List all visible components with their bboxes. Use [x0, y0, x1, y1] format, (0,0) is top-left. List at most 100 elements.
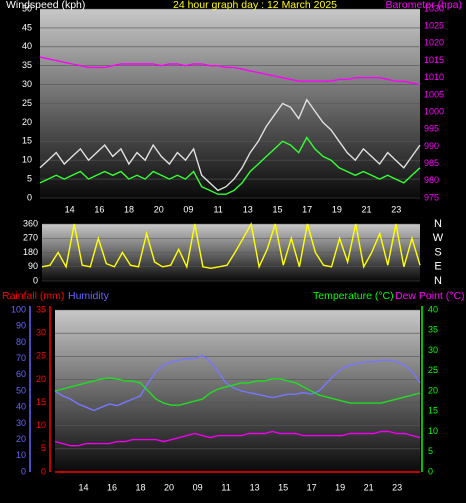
y-tick-label: 45	[22, 22, 32, 32]
y-tick-label: 0	[41, 466, 46, 476]
x-tick-label: 23	[392, 482, 402, 492]
series-line	[39, 98, 421, 192]
x-tick-label: 16	[107, 482, 117, 492]
y-tick-label: 50	[16, 385, 26, 395]
y-tick-label: 0	[27, 192, 32, 202]
x-tick-label: 11	[221, 482, 230, 492]
legend-label: Temperature (°C)	[313, 290, 394, 302]
series-line	[39, 56, 421, 86]
y-tick-label: 20	[428, 385, 438, 395]
legend-label: Humidity	[68, 290, 110, 302]
y-tick-label: 5	[27, 173, 32, 183]
x-tick-label: 13	[243, 204, 253, 214]
y-tick-label: 30	[428, 345, 438, 355]
y-tick-label: 1030	[424, 3, 444, 13]
y-tick-label: 90	[28, 261, 38, 271]
y-tick-label: 70	[16, 353, 26, 363]
y-tick-label: 40	[428, 304, 438, 314]
y-tick-label: 10	[36, 420, 46, 430]
plot-area	[55, 310, 420, 472]
y-tick-label: 1015	[424, 55, 444, 65]
y-tick-label: 50	[22, 3, 32, 13]
series-line	[54, 354, 421, 412]
y-tick-label: 5	[41, 443, 46, 453]
x-tick-label: 13	[250, 482, 260, 492]
y-tick-label: 0	[33, 275, 38, 285]
x-tick-label: 09	[183, 204, 193, 214]
y-tick-label: 30	[16, 418, 26, 428]
x-tick-label: 18	[136, 482, 146, 492]
compass-label: N	[434, 275, 442, 287]
y-tick-label: 1005	[424, 89, 444, 99]
series-line	[54, 430, 421, 447]
y-tick-label: 20	[22, 117, 32, 127]
y-tick-label: 60	[16, 369, 26, 379]
y-tick-label: 270	[23, 233, 38, 243]
y-tick-label: 25	[36, 351, 46, 361]
y-tick-label: 20	[36, 374, 46, 384]
y-tick-label: 90	[16, 321, 26, 331]
y-tick-label: 30	[22, 79, 32, 89]
y-tick-label: 40	[16, 402, 26, 412]
compass-label: E	[434, 261, 441, 273]
y-tick-label: 1025	[424, 21, 444, 31]
x-tick-label: 23	[391, 204, 401, 214]
axis-title: Windspeed (kph)	[6, 0, 85, 11]
x-tick-label: 15	[272, 204, 282, 214]
chart-title: 24 hour graph day : 12 March 2025	[173, 0, 337, 11]
x-tick-label: 20	[154, 204, 164, 214]
compass-label: W	[433, 232, 444, 244]
y-tick-label: 40	[22, 41, 32, 51]
y-tick-label: 975	[424, 192, 439, 202]
y-tick-label: 995	[424, 124, 439, 134]
y-tick-label: 1020	[424, 38, 444, 48]
compass-label: S	[434, 246, 441, 258]
x-tick-label: 17	[307, 482, 317, 492]
x-tick-label: 14	[65, 204, 75, 214]
legend-label: Rainfall (mm)	[2, 290, 64, 302]
series-line	[39, 136, 421, 195]
y-tick-label: 25	[22, 98, 32, 108]
y-tick-label: 30	[36, 328, 46, 338]
y-tick-label: 25	[428, 365, 438, 375]
y-tick-label: 35	[22, 60, 32, 70]
y-tick-label: 180	[23, 247, 38, 257]
x-tick-label: 15	[278, 482, 288, 492]
x-tick-label: 21	[364, 482, 374, 492]
y-tick-label: 0	[21, 466, 26, 476]
x-tick-label: 16	[94, 204, 104, 214]
x-tick-label: 09	[193, 482, 203, 492]
x-tick-label: 14	[79, 482, 89, 492]
y-tick-label: 990	[424, 141, 439, 151]
y-tick-label: 5	[428, 446, 433, 456]
x-tick-label: 11	[213, 204, 222, 214]
series-line	[41, 221, 421, 270]
y-tick-label: 10	[16, 450, 26, 460]
y-tick-label: 980	[424, 175, 439, 185]
y-tick-label: 80	[16, 337, 26, 347]
y-tick-label: 360	[23, 218, 38, 228]
y-tick-label: 15	[428, 406, 438, 416]
y-tick-label: 100	[11, 304, 26, 314]
y-tick-label: 35	[428, 325, 438, 335]
y-tick-label: 0	[428, 466, 433, 476]
axis-title: Barometer (hpa)	[386, 0, 462, 11]
x-tick-label: 19	[335, 482, 345, 492]
y-tick-label: 15	[36, 397, 46, 407]
x-tick-label: 20	[164, 482, 174, 492]
y-tick-label: 1000	[424, 106, 444, 116]
y-tick-label: 10	[428, 426, 438, 436]
y-tick-label: 15	[22, 136, 32, 146]
y-tick-label: 1010	[424, 72, 444, 82]
x-tick-label: 18	[124, 204, 134, 214]
y-tick-label: 10	[22, 155, 32, 165]
x-tick-label: 21	[362, 204, 372, 214]
x-tick-label: 17	[302, 204, 312, 214]
series-line	[54, 377, 421, 406]
legend-label: Dew Point (°C)	[395, 290, 465, 302]
y-tick-label: 35	[36, 304, 46, 314]
y-tick-label: 20	[16, 434, 26, 444]
x-tick-label: 19	[332, 204, 342, 214]
compass-label: N	[434, 218, 442, 230]
